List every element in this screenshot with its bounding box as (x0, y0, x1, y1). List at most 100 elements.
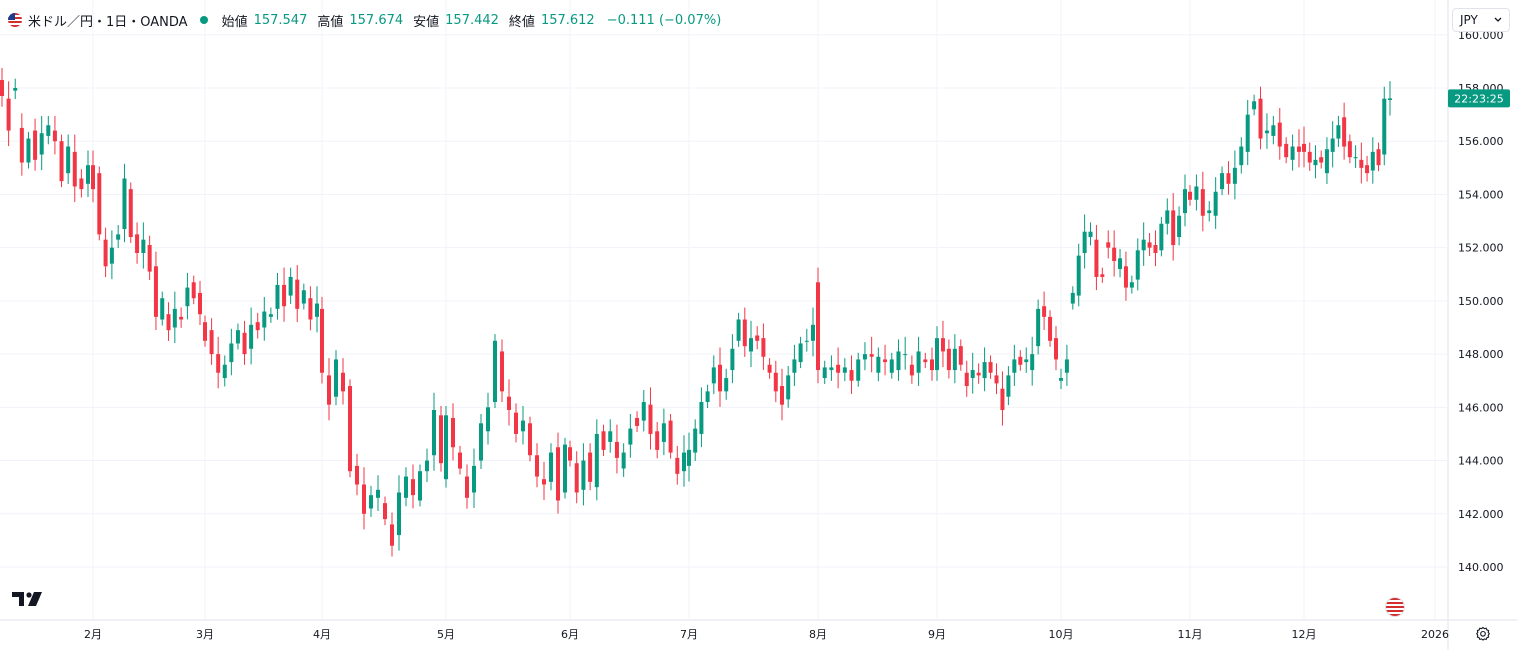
candle-body (621, 452, 626, 469)
candle-body (1324, 149, 1329, 174)
candle-body (699, 402, 704, 434)
price-tick-label: 148.000 (1458, 348, 1504, 361)
candle-body (52, 130, 57, 142)
candle-body (458, 452, 462, 469)
candle-body (1330, 138, 1335, 152)
time-tick-label: 2026 (1421, 628, 1449, 641)
candle-body (682, 452, 686, 472)
market-status-icon (199, 16, 208, 24)
candle-body (829, 367, 834, 371)
candle-body (33, 130, 38, 160)
candle-body (1012, 359, 1017, 373)
candle-body (348, 386, 352, 472)
candle-body (780, 386, 784, 405)
tradingview-logo-icon[interactable] (12, 590, 44, 608)
candle-body (216, 354, 221, 373)
change-value: −0.111 (−0.07%) (606, 12, 722, 28)
candle-body (268, 314, 273, 317)
last-price-time-label: 22:23:25 (1454, 92, 1503, 105)
candle-body (203, 322, 207, 341)
symbol-title[interactable]: 米ドル／円・1日・OANDA (28, 14, 188, 30)
candle-body (869, 354, 874, 357)
candle-body (1054, 338, 1058, 360)
time-tick-label: 4月 (313, 628, 331, 641)
candle-body (856, 359, 861, 381)
candle-body (693, 428, 698, 453)
candle-body (0, 80, 4, 96)
price-axis: 140.000 142.000 144.000 146.000 148.000 150.0… (1458, 29, 1504, 574)
candle-body (1076, 255, 1081, 296)
candle-body (153, 266, 158, 317)
economic-events-flag-icon[interactable] (1385, 597, 1405, 617)
candle-body (1284, 143, 1289, 158)
candle-body (736, 319, 741, 341)
candle-body (315, 303, 319, 317)
candle-body (761, 338, 766, 357)
candle-body (1388, 98, 1392, 100)
candle-body (1213, 191, 1218, 216)
candle-body (439, 415, 443, 464)
candle-body (1382, 98, 1387, 155)
candle-body (1106, 242, 1111, 248)
candle-body (1297, 146, 1301, 152)
candle-body (327, 375, 331, 405)
candle-body (535, 455, 539, 477)
candle-body (1353, 157, 1358, 159)
candle-body (262, 311, 267, 328)
candle-body (1313, 159, 1318, 166)
candle-body (1123, 266, 1128, 288)
candle-body (916, 351, 921, 373)
candle-body (465, 476, 469, 498)
candle-body (198, 292, 202, 315)
candle-body (1336, 125, 1341, 139)
candle-body (86, 165, 90, 184)
candle-body (896, 351, 901, 371)
chevron-down-icon (1494, 17, 1502, 22)
time-tick-label: 9月 (928, 628, 946, 641)
candle-body (842, 367, 847, 373)
candle-body (1141, 239, 1146, 251)
price-tick-label: 146.000 (1458, 401, 1504, 414)
candle-body (46, 125, 51, 136)
candle-body (635, 417, 640, 426)
candle-body (1290, 146, 1295, 160)
candle-body (479, 423, 483, 461)
candle-body (581, 460, 586, 490)
close-label: 終値 (508, 14, 535, 30)
candle-body (687, 449, 691, 466)
currency-select-button[interactable]: JPY (1452, 8, 1510, 32)
candle-body (668, 420, 673, 453)
candle-body (369, 495, 373, 509)
candle-body (1183, 189, 1187, 214)
candle-body (608, 431, 613, 442)
candle-body (816, 282, 820, 371)
candle-body (1277, 122, 1282, 147)
candle-body (982, 362, 987, 379)
candle-body (128, 189, 133, 238)
candle-body (628, 428, 633, 445)
time-tick-label: 5月 (437, 628, 455, 641)
candle-body (1165, 210, 1170, 224)
us-flag-icon (8, 13, 22, 27)
candle-body (556, 447, 560, 501)
candle-body (1112, 247, 1117, 261)
candle-body (1018, 356, 1023, 365)
candle-body (493, 340, 497, 403)
time-axis: 2月 3月 4月 5月 6月 7月 8月 9月 10月 11月 12月 2026 (84, 628, 1449, 641)
candle-body (614, 441, 619, 458)
price-tick-label: 142.000 (1458, 508, 1504, 521)
candle-body (792, 359, 797, 373)
candle-body (295, 279, 300, 309)
candle-body (836, 364, 841, 373)
symbol-legend: 米ドル／円・1日・OANDA 始値 157.547 高値 157.674 安値 157… (8, 9, 721, 31)
price-tick-label: 152.000 (1458, 242, 1504, 255)
candle-body (521, 420, 525, 432)
low-label: 安値 (413, 14, 440, 30)
candle-body (1135, 250, 1140, 280)
candle-body (390, 524, 394, 546)
candle-body (1094, 239, 1099, 277)
candle-body (320, 308, 324, 373)
settings-gear-icon[interactable] (1475, 626, 1491, 642)
candle-body (718, 364, 722, 392)
